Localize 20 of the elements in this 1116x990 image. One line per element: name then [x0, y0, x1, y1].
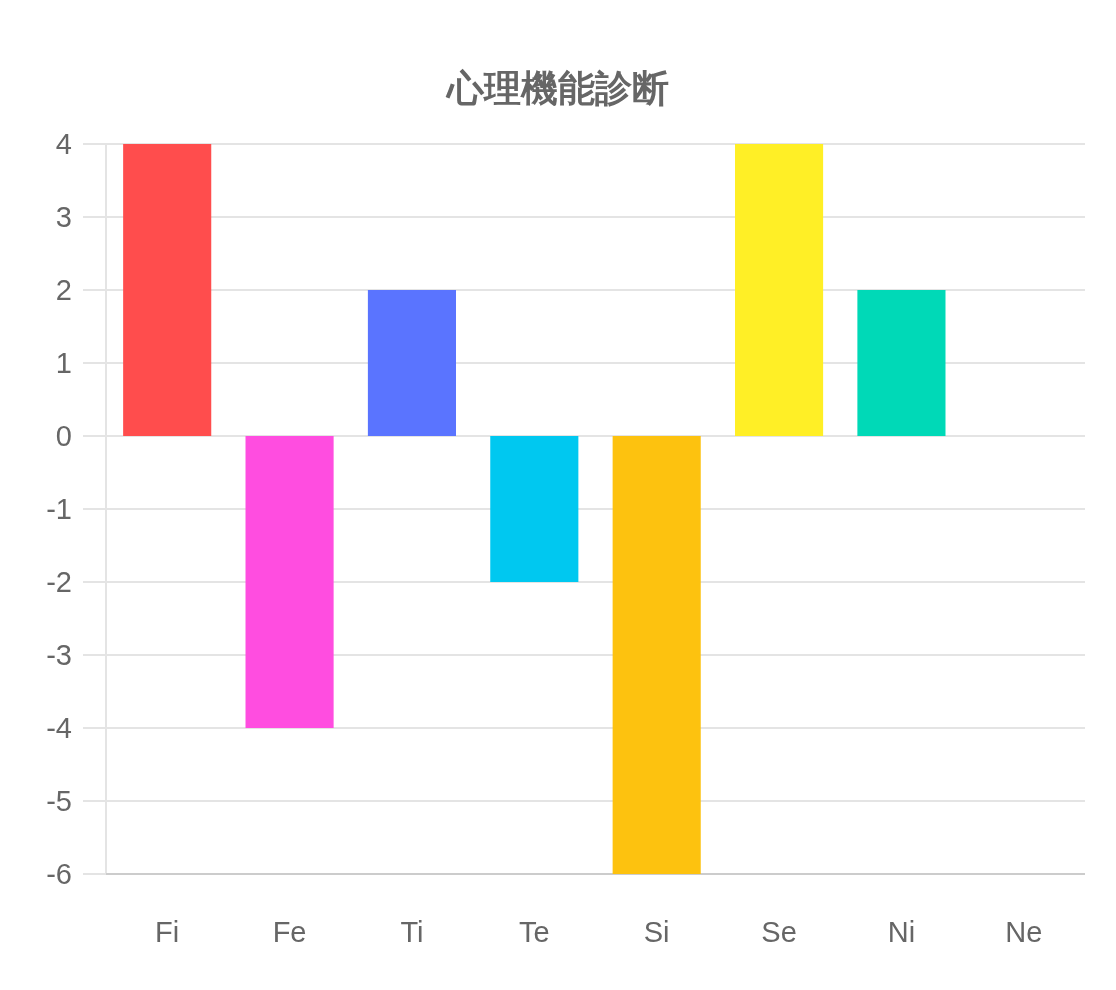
x-tick-label: Ti	[400, 916, 424, 948]
y-tick-label: -3	[46, 639, 72, 671]
x-tick-label: Se	[761, 916, 797, 948]
y-tick-label: -6	[46, 858, 72, 890]
y-tick-label: -1	[46, 493, 72, 525]
y-tick-label: 3	[55, 201, 72, 233]
chart-title: 心理機能診断	[445, 68, 669, 109]
y-tick-label: 2	[55, 274, 72, 306]
y-tick-label: -5	[46, 785, 72, 817]
y-tick-label: 0	[55, 420, 72, 452]
x-tick-label: Fi	[155, 916, 180, 948]
x-tick-label: Ni	[887, 916, 916, 948]
y-tick-label: -2	[46, 566, 72, 598]
y-tick-label: 1	[55, 347, 72, 379]
x-tick-label: Ne	[1005, 916, 1043, 948]
y-tick-label: -4	[46, 712, 72, 744]
x-tick-label: Te	[518, 916, 550, 948]
x-tick-label: Si	[643, 916, 670, 948]
y-tick-label: 4	[55, 128, 72, 160]
x-tick-label: Fe	[272, 916, 307, 948]
